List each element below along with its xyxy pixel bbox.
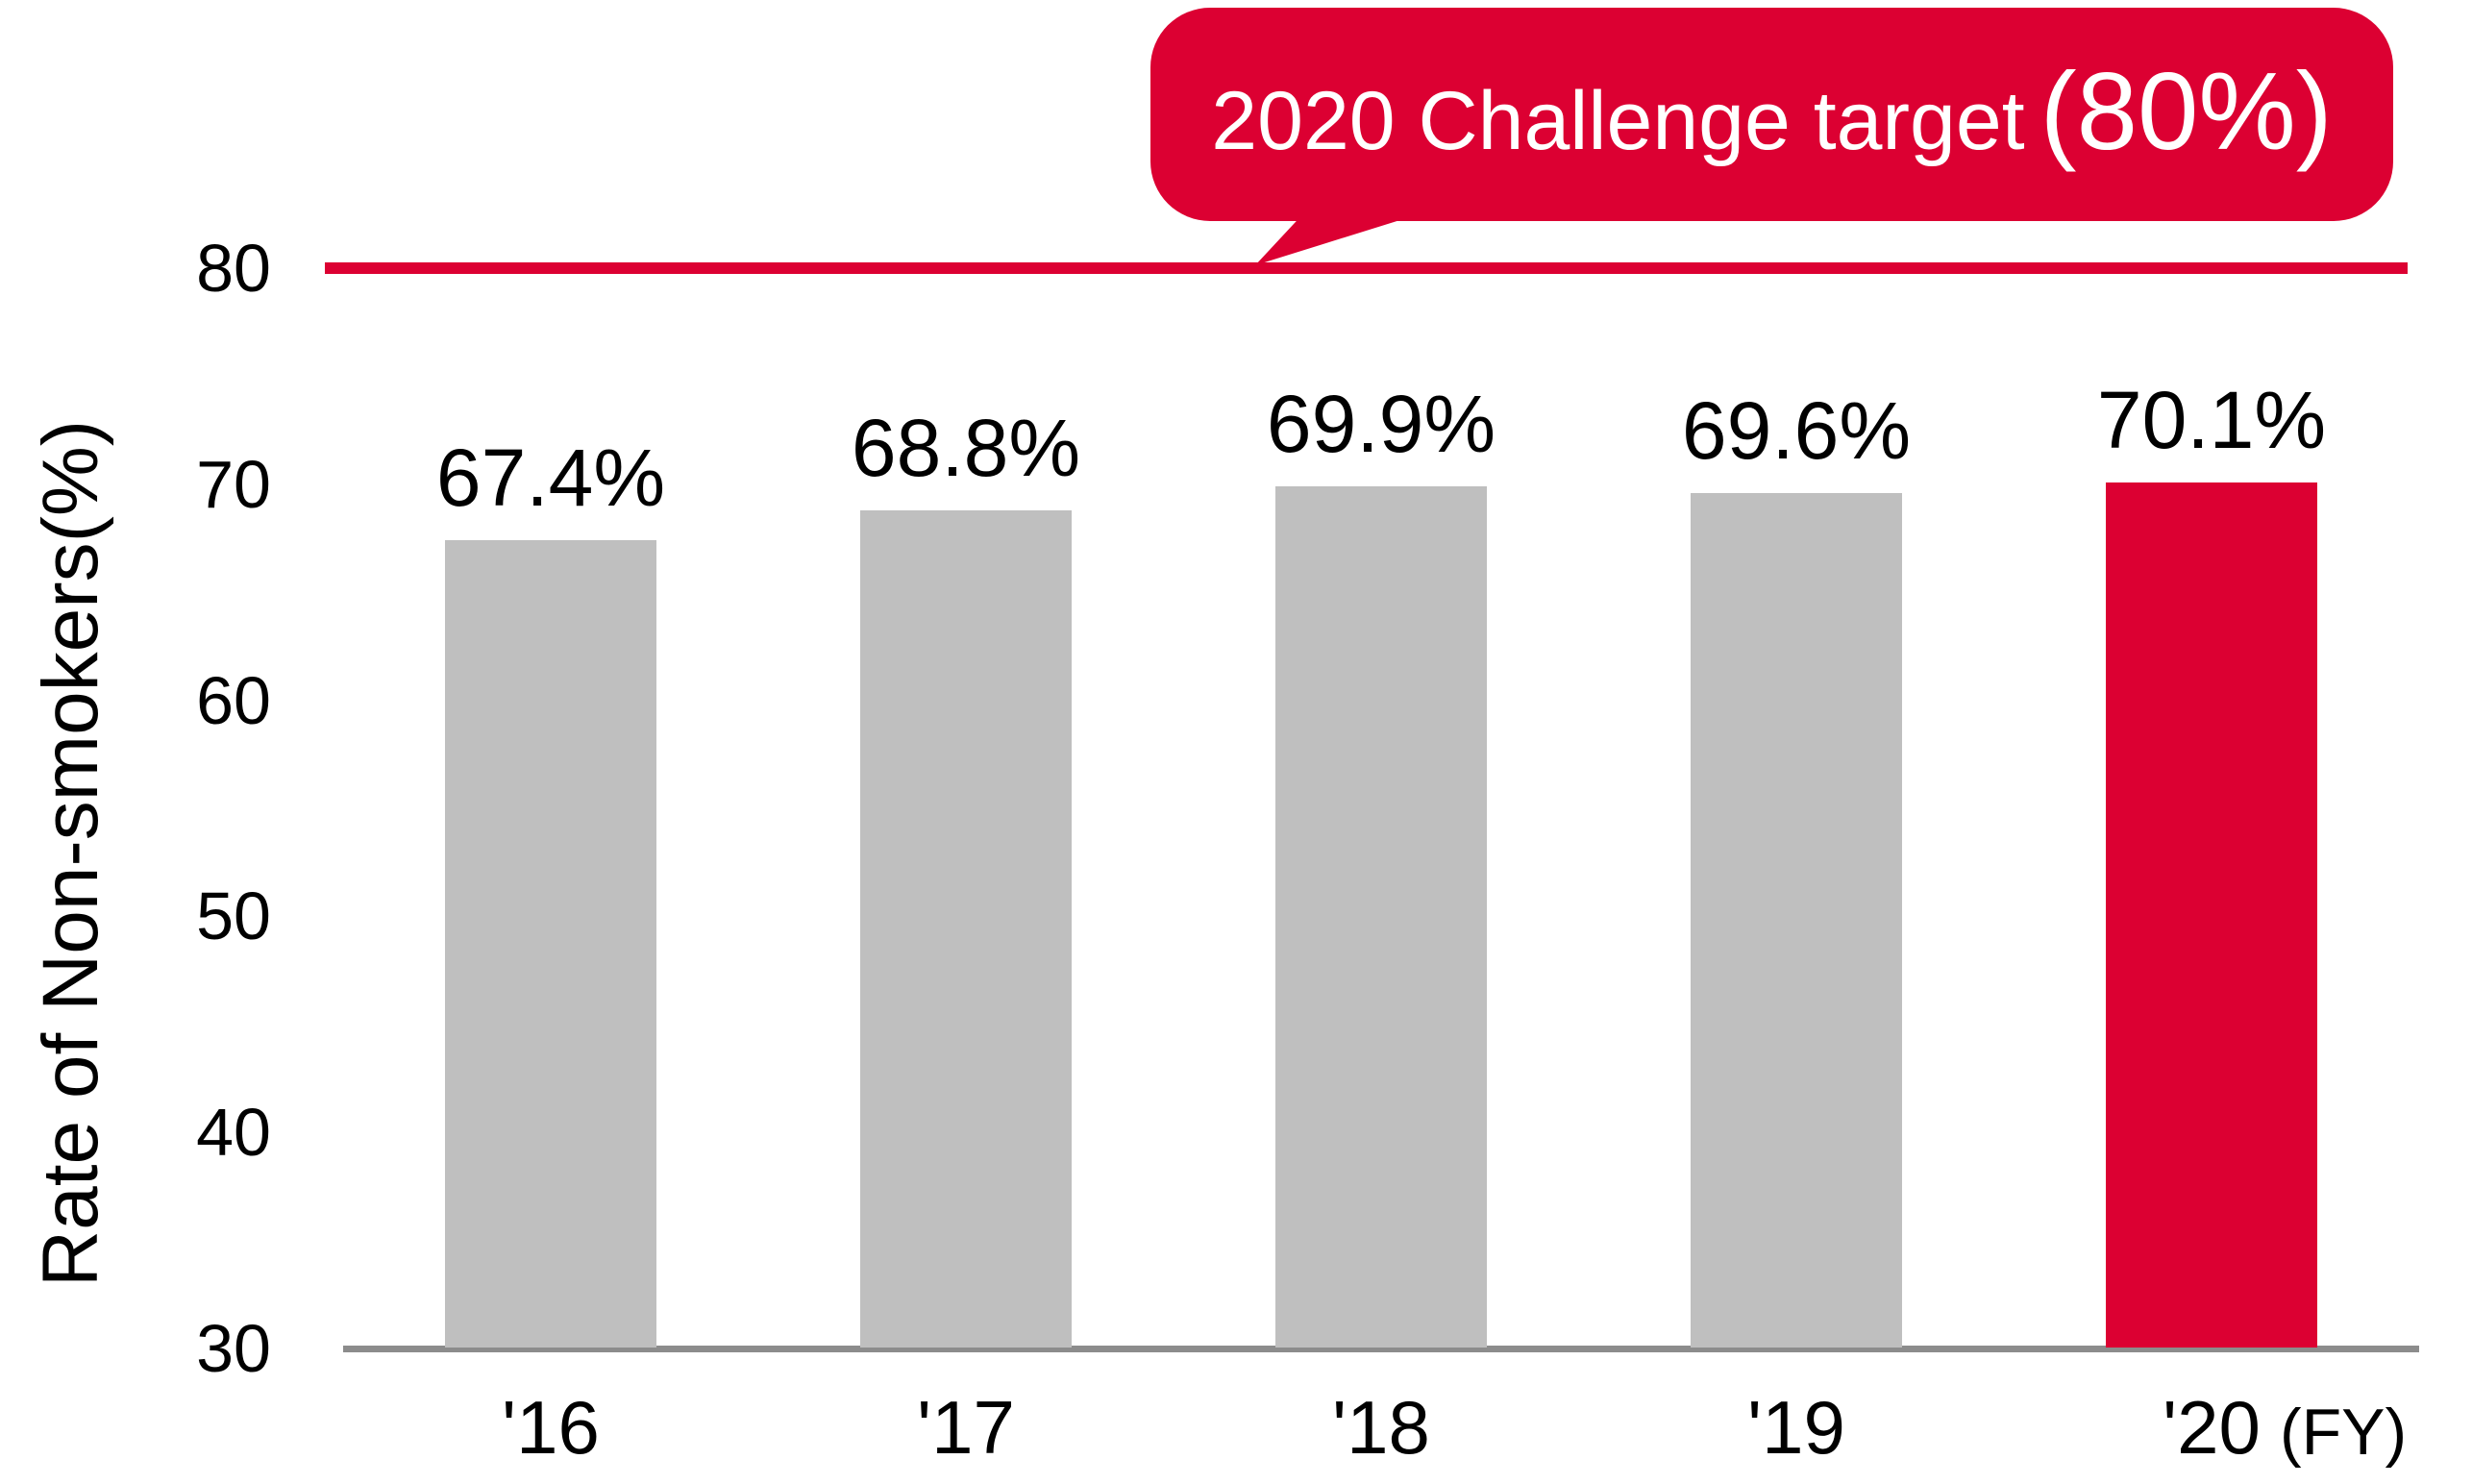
target-callout-value: (80%) xyxy=(2039,51,2333,173)
x-tick-fy18: '18 xyxy=(1332,1385,1430,1470)
x-axis-line xyxy=(343,1346,2419,1352)
callout-tail-icon xyxy=(1255,210,1434,265)
x-tick-fy17: '17 xyxy=(917,1385,1015,1470)
bar-fy16 xyxy=(445,540,656,1348)
x-axis-unit-label: (FY) xyxy=(2280,1396,2408,1469)
y-tick-70: 70 xyxy=(196,446,271,522)
target-callout-text: 2020 Challenge target xyxy=(1211,75,2025,167)
bar-fy19 xyxy=(1691,492,1902,1348)
bar-fy20 xyxy=(2106,482,2317,1348)
bar-fy17 xyxy=(860,509,1072,1348)
bar-value-label: 68.8% xyxy=(851,402,1081,493)
x-tick-fy20: '20 xyxy=(2163,1385,2261,1470)
bar-fy18 xyxy=(1275,486,1487,1348)
y-tick-30: 30 xyxy=(196,1311,271,1386)
bar-value-label: 69.6% xyxy=(1681,384,1912,476)
bar-value-label: 67.4% xyxy=(435,433,666,524)
y-tick-50: 50 xyxy=(196,878,271,954)
target-line xyxy=(325,262,2408,274)
bar-value-label: 69.9% xyxy=(1266,379,1496,470)
y-tick-40: 40 xyxy=(196,1095,271,1171)
x-tick-fy19: '19 xyxy=(1747,1385,1845,1470)
bar-value-label: 70.1% xyxy=(2096,374,2327,465)
target-callout: 2020 Challenge target (80%) xyxy=(1150,8,2393,221)
x-tick-fy16: '16 xyxy=(502,1385,600,1470)
y-tick-80: 80 xyxy=(196,231,271,306)
y-tick-60: 60 xyxy=(196,662,271,738)
